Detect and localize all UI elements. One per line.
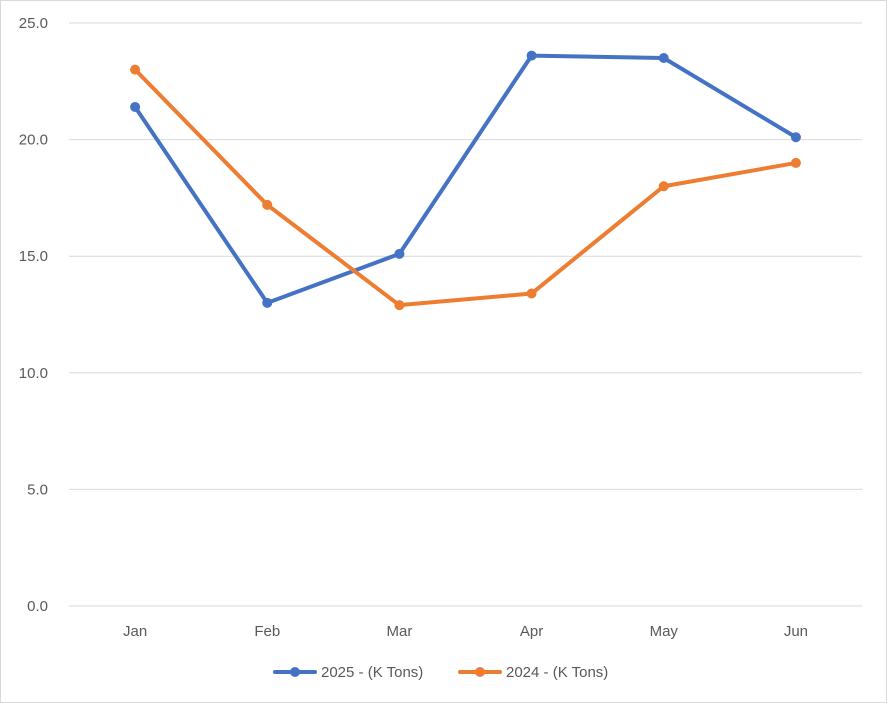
y-tick-label: 15.0 — [19, 248, 48, 265]
y-tick-label: 10.0 — [19, 365, 48, 382]
data-point — [262, 199, 273, 210]
data-point — [526, 288, 537, 299]
legend-label: 2025 - (K Tons) — [321, 664, 423, 681]
y-axis-tick-labels: 0.0 5.0 10.0 15.0 20.0 25.0 — [19, 15, 48, 615]
y-tick-label: 5.0 — [27, 481, 48, 498]
x-tick-label: Mar — [386, 623, 412, 640]
series-lines — [130, 50, 801, 311]
data-point — [658, 181, 669, 192]
data-point — [526, 50, 537, 61]
legend: 2025 - (K Tons) 2024 - (K Tons) — [273, 664, 608, 681]
legend-item: 2024 - (K Tons) — [458, 664, 608, 681]
data-point — [394, 300, 405, 311]
data-point — [790, 157, 801, 168]
x-tick-label: Feb — [254, 623, 280, 640]
legend-swatch-marker — [290, 667, 300, 677]
x-tick-label: Apr — [520, 623, 543, 640]
data-point — [130, 101, 141, 112]
gridlines — [69, 22, 862, 607]
data-point — [262, 297, 273, 308]
x-tick-label: May — [650, 623, 679, 640]
y-tick-label: 25.0 — [19, 15, 48, 32]
data-point — [790, 132, 801, 143]
x-tick-label: Jun — [784, 623, 808, 640]
legend-swatch-marker — [475, 667, 485, 677]
data-point — [130, 64, 141, 75]
legend-label: 2024 - (K Tons) — [506, 664, 608, 681]
legend-item: 2025 - (K Tons) — [273, 664, 423, 681]
series-0 — [130, 50, 801, 308]
series-line — [133, 53, 798, 305]
x-tick-label: Jan — [123, 623, 147, 640]
x-axis-tick-labels: Jan Feb Mar Apr May Jun — [123, 623, 808, 640]
series-line — [133, 67, 798, 308]
data-point — [394, 248, 405, 259]
y-tick-label: 20.0 — [19, 132, 48, 149]
series-1 — [130, 64, 801, 311]
data-point — [658, 52, 669, 63]
y-tick-label: 0.0 — [27, 598, 48, 615]
